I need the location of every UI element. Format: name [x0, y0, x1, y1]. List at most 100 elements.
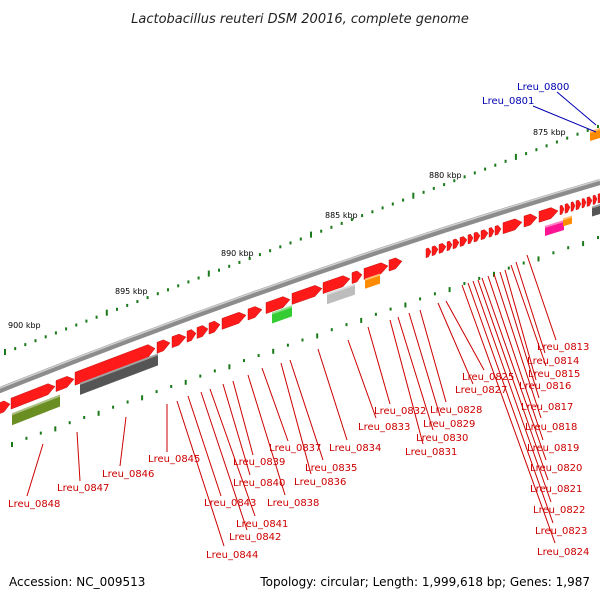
- feature-tick: [272, 348, 275, 354]
- feature-box-olive[interactable]: [12, 394, 60, 426]
- cds-arrow-0845[interactable]: [156, 339, 171, 354]
- feature-tick: [199, 374, 202, 378]
- cds-arrow-small[interactable]: [452, 238, 460, 250]
- gene-label-lreu-0800[interactable]: Lreu_0800: [517, 82, 569, 93]
- gene-label-lreu-0848[interactable]: Lreu_0848: [8, 499, 60, 510]
- cds-arrow-small[interactable]: [488, 227, 495, 238]
- gene-label-lreu-0841[interactable]: Lreu_0841: [236, 519, 288, 530]
- ruler-major-tick: [207, 270, 210, 277]
- cds-arrow-0842[interactable]: [196, 325, 209, 339]
- cds-arrow-small[interactable]: [480, 229, 489, 241]
- cds-arrow-0838[interactable]: [265, 296, 291, 314]
- gene-label-lreu-0819[interactable]: Lreu_0819: [527, 443, 579, 454]
- gene-label-lreu-0801[interactable]: Lreu_0801: [482, 96, 534, 107]
- feature-box-light-gray[interactable]: [327, 283, 355, 305]
- gene-label-lreu-0827[interactable]: Lreu_0827: [455, 385, 507, 396]
- feature-box-green[interactable]: [272, 305, 292, 324]
- gene-label-lreu-0847[interactable]: Lreu_0847: [57, 483, 109, 494]
- gene-label-lreu-0823[interactable]: Lreu_0823: [535, 526, 587, 537]
- gene-label-lreu-0821[interactable]: Lreu_0821: [530, 484, 582, 495]
- ruler-minor-tick: [576, 132, 579, 136]
- cds-arrow-small[interactable]: [494, 225, 502, 236]
- ruler-minor-tick: [504, 159, 507, 163]
- feature-box-orange[interactable]: [365, 273, 380, 289]
- cds-arrow-0839[interactable]: [247, 306, 263, 321]
- cds-arrow-0818[interactable]: [538, 207, 559, 223]
- cds-arrow-0844[interactable]: [171, 333, 187, 348]
- cds-arrow-0837[interactable]: [291, 285, 323, 305]
- cds-arrow-small-right[interactable]: [559, 204, 565, 216]
- cds-arrow-0843[interactable]: [186, 329, 197, 343]
- cds-arrow-small-right[interactable]: [564, 203, 571, 214]
- cds-arrow-0836[interactable]: [322, 275, 351, 294]
- gene-label-lreu-0834[interactable]: Lreu_0834: [329, 443, 381, 454]
- feature-box-dark-gray[interactable]: [80, 353, 158, 395]
- gene-label-lreu-0825[interactable]: Lreu_0825: [462, 372, 514, 383]
- feature-tick: [522, 261, 525, 265]
- cds-arrow-small[interactable]: [438, 243, 447, 254]
- cds-arrow-0848[interactable]: [0, 400, 11, 414]
- cds-arrow-0840[interactable]: [221, 312, 247, 330]
- gene-label-lreu-0839[interactable]: Lreu_0839: [233, 457, 285, 468]
- cds-arrow-small[interactable]: [431, 245, 439, 257]
- cds-arrow-0835[interactable]: [351, 270, 363, 284]
- cds-arrow-small-right[interactable]: [575, 199, 582, 211]
- gene-label-lreu-0818[interactable]: Lreu_0818: [525, 422, 577, 433]
- ruler-minor-tick: [391, 202, 394, 206]
- cds-arrow-small[interactable]: [459, 236, 468, 247]
- cds-arrow-0847a[interactable]: [10, 383, 56, 410]
- feature-box-orange-top[interactable]: [590, 128, 600, 142]
- leader-line: [232, 380, 254, 456]
- gene-label-lreu-0816[interactable]: Lreu_0816: [519, 381, 571, 392]
- gene-label-lreu-0842[interactable]: Lreu_0842: [229, 532, 281, 543]
- cds-arrow-small-right[interactable]: [586, 196, 593, 207]
- gene-label-lreu-0828[interactable]: Lreu_0828: [430, 405, 482, 416]
- gene-label-lreu-0843[interactable]: Lreu_0843: [204, 498, 256, 509]
- gene-label-lreu-0838[interactable]: Lreu_0838: [267, 498, 319, 509]
- gene-label-lreu-0814[interactable]: Lreu_0814: [527, 356, 579, 367]
- cds-arrow-0841[interactable]: [208, 320, 221, 335]
- ruler-minor-tick: [463, 175, 466, 179]
- gene-label-lreu-0829[interactable]: Lreu_0829: [423, 419, 475, 430]
- cds-arrow-0834[interactable]: [363, 262, 389, 280]
- gene-label-lreu-0822[interactable]: Lreu_0822: [533, 505, 585, 516]
- cds-arrow-small[interactable]: [446, 240, 453, 252]
- ruler-minor-tick: [597, 125, 599, 128]
- cds-arrow-0820[interactable]: [502, 218, 523, 234]
- cds-arrow-small[interactable]: [473, 231, 481, 243]
- gene-label-lreu-0835[interactable]: Lreu_0835: [305, 463, 357, 474]
- gene-label-lreu-0815[interactable]: Lreu_0815: [528, 369, 580, 380]
- ruler-minor-tick: [156, 292, 159, 296]
- gene-label-lreu-0813[interactable]: Lreu_0813: [537, 342, 589, 353]
- cds-arrow-small-right[interactable]: [581, 198, 587, 209]
- feature-box-orange-2[interactable]: [563, 215, 572, 227]
- cds-arrow-0819[interactable]: [523, 213, 538, 228]
- cds-arrow-small[interactable]: [467, 233, 474, 245]
- cds-arrow-0846[interactable]: [74, 344, 156, 386]
- gene-label-lreu-0817[interactable]: Lreu_0817: [521, 402, 573, 413]
- ruler-minor-tick: [371, 210, 374, 214]
- ruler-minor-tick: [34, 339, 37, 343]
- gene-label-lreu-0840[interactable]: Lreu_0840: [233, 478, 285, 489]
- cds-arrow-0833[interactable]: [388, 257, 403, 272]
- gene-label-lreu-0836[interactable]: Lreu_0836: [294, 477, 346, 488]
- cds-arrow-small-right[interactable]: [592, 194, 598, 205]
- gene-label-lreu-0832[interactable]: Lreu_0832: [374, 406, 426, 417]
- gene-label-lreu-0831[interactable]: Lreu_0831: [405, 447, 457, 458]
- gene-label-lreu-0837[interactable]: Lreu_0837: [269, 443, 321, 454]
- ruler-minor-tick: [484, 167, 487, 171]
- feature-box-dark-gray-2[interactable]: [592, 204, 600, 217]
- feature-box-magenta[interactable]: [545, 220, 564, 236]
- gene-label-lreu-0846[interactable]: Lreu_0846: [102, 469, 154, 480]
- gene-label-lreu-0844[interactable]: Lreu_0844: [206, 550, 258, 561]
- gene-label-lreu-0833[interactable]: Lreu_0833: [358, 422, 410, 433]
- gene-label-lreu-0824[interactable]: Lreu_0824: [537, 547, 589, 558]
- cds-arrow-small-right[interactable]: [570, 201, 576, 212]
- feature-tick: [11, 442, 13, 447]
- ruler-major-tick: [105, 309, 108, 316]
- cds-arrow-0847b[interactable]: [55, 376, 75, 392]
- gene-label-lreu-0845[interactable]: Lreu_0845: [148, 454, 200, 465]
- cds-arrow-small[interactable]: [425, 247, 432, 259]
- gene-label-lreu-0830[interactable]: Lreu_0830: [416, 433, 468, 444]
- gene-label-lreu-0820[interactable]: Lreu_0820: [530, 463, 582, 474]
